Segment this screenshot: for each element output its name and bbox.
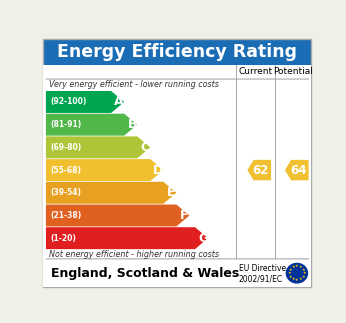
Text: ★: ★: [289, 267, 292, 272]
Text: ★: ★: [289, 275, 292, 279]
Text: Energy Efficiency Rating: Energy Efficiency Rating: [57, 43, 297, 61]
Text: England, Scotland & Wales: England, Scotland & Wales: [51, 267, 239, 280]
Bar: [236, 79, 237, 259]
Bar: [275, 65, 276, 79]
Text: Potential: Potential: [273, 68, 313, 77]
Polygon shape: [46, 182, 176, 204]
Polygon shape: [285, 160, 309, 180]
Polygon shape: [46, 114, 137, 136]
Text: B: B: [128, 118, 137, 131]
Text: (69-80): (69-80): [50, 143, 81, 152]
Polygon shape: [46, 204, 189, 226]
Text: ★: ★: [301, 275, 305, 279]
Text: (92-100): (92-100): [50, 98, 86, 107]
Text: (1-20): (1-20): [50, 234, 76, 243]
Text: ★: ★: [295, 264, 299, 268]
Text: (21-38): (21-38): [50, 211, 81, 220]
Text: (39-54): (39-54): [50, 188, 81, 197]
Text: (81-91): (81-91): [50, 120, 81, 129]
Text: Current: Current: [239, 68, 273, 77]
Text: 62: 62: [252, 163, 269, 177]
Bar: [43, 259, 311, 287]
Polygon shape: [46, 91, 124, 113]
Text: ★: ★: [302, 271, 306, 275]
Polygon shape: [46, 136, 150, 158]
Text: EU Directive: EU Directive: [239, 264, 286, 273]
Text: (55-68): (55-68): [50, 166, 81, 174]
Text: C: C: [141, 141, 150, 154]
Text: 2002/91/EC: 2002/91/EC: [239, 275, 283, 284]
Bar: [43, 65, 311, 79]
Polygon shape: [46, 159, 163, 181]
Text: Not energy efficient - higher running costs: Not energy efficient - higher running co…: [48, 250, 219, 259]
Circle shape: [286, 263, 308, 284]
Text: Very energy efficient - lower running costs: Very energy efficient - lower running co…: [48, 80, 218, 89]
Text: ★: ★: [292, 265, 295, 269]
Text: ★: ★: [292, 277, 295, 281]
Bar: [43, 39, 311, 65]
Text: ★: ★: [301, 267, 305, 272]
Text: E: E: [167, 186, 176, 199]
Polygon shape: [247, 160, 271, 180]
Text: G: G: [198, 232, 208, 245]
Text: ★: ★: [295, 278, 299, 282]
Text: F: F: [180, 209, 189, 222]
Bar: [43, 65, 311, 259]
Bar: [275, 79, 276, 259]
Text: A: A: [115, 96, 124, 109]
Text: ★: ★: [288, 271, 291, 275]
Polygon shape: [46, 227, 208, 249]
Text: ★: ★: [299, 265, 302, 269]
Bar: [236, 65, 237, 79]
Text: D: D: [153, 163, 164, 177]
Text: ★: ★: [299, 277, 302, 281]
Text: 64: 64: [290, 163, 306, 177]
